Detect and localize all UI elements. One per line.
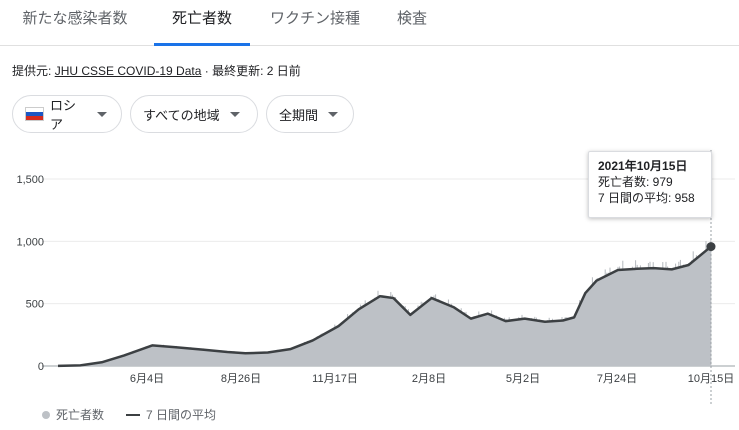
daily-deaths-area	[58, 246, 711, 366]
region-filter-dropdown[interactable]: すべての地域	[130, 95, 258, 133]
russia-flag-icon	[25, 107, 45, 121]
tab-label: 新たな感染者数	[22, 10, 128, 27]
period-filter-dropdown[interactable]: 全期間	[266, 95, 354, 133]
tab-label: 死亡者数	[171, 10, 232, 27]
chevron-down-icon	[97, 111, 107, 117]
x-tick-label: 6月4日	[130, 373, 164, 385]
active-tab-indicator	[154, 43, 250, 46]
tab-new-cases[interactable]: 新たな感染者数	[0, 0, 150, 45]
x-tick-label: 7月24日	[597, 373, 637, 385]
x-tick-label: 5月2日	[506, 373, 540, 385]
tab-bar: 新たな感染者数 死亡者数 ワクチン接種 検査	[0, 0, 739, 46]
period-filter-label: 全期間	[279, 107, 319, 123]
tooltip-average: 7 日間の平均: 958	[598, 191, 695, 205]
last-updated: · 最終更新: 2 日前	[204, 64, 301, 78]
y-tick-label: 500	[26, 299, 44, 311]
x-tick-label: 2月8日	[412, 373, 446, 385]
source-link[interactable]: JHU CSSE COVID-19 Data	[54, 64, 202, 78]
seven-day-average-line	[57, 245, 712, 368]
chart-legend: 死亡者数 7 日間の平均	[42, 406, 216, 423]
deaths-chart[interactable]: 0 500 1,000 1,500 6月4日 8月26日 11月17日 2月8日 5月2日 7月…	[0, 150, 739, 405]
legend-daily-label: 死亡者数	[56, 408, 105, 422]
country-filter-label: ロシア	[50, 98, 77, 132]
x-tick-label: 10月15日	[688, 373, 734, 385]
tooltip-date: 2021年10月15日	[598, 159, 688, 173]
y-tick-label: 0	[38, 361, 44, 373]
legend-line-icon	[126, 413, 141, 416]
legend-dot-icon	[42, 410, 50, 419]
tooltip-deaths: 死亡者数: 979	[598, 175, 673, 189]
tab-label: 検査	[396, 10, 427, 27]
x-tick-label: 11月17日	[312, 373, 358, 385]
tab-label: ワクチン接種	[269, 10, 360, 27]
y-tick-label: 1,500	[16, 174, 44, 186]
source-prefix: 提供元:	[12, 64, 52, 78]
highlight-point[interactable]	[706, 242, 716, 252]
tab-testing[interactable]: 検査	[383, 0, 441, 45]
x-tick-label: 8月26日	[221, 373, 261, 385]
y-tick-label: 1,000	[16, 236, 44, 248]
chevron-down-icon	[328, 111, 339, 117]
source-attribution: 提供元: JHU CSSE COVID-19 Data · 最終更新: 2 日前	[12, 62, 301, 79]
country-filter-dropdown[interactable]: ロシア	[12, 95, 122, 133]
chevron-down-icon	[229, 111, 240, 117]
y-axis-labels: 0 500 1,000 1,500	[16, 174, 44, 373]
tab-deaths[interactable]: 死亡者数	[154, 0, 250, 46]
legend-average-label: 7 日間の平均	[146, 408, 217, 422]
region-filter-label: すべての地域	[143, 107, 220, 123]
x-axis-labels: 6月4日 8月26日 11月17日 2月8日 5月2日 7月24日 10月15日	[130, 373, 734, 385]
tab-vaccinations[interactable]: ワクチン接種	[262, 0, 368, 45]
chart-tooltip: 2021年10月15日 死亡者数: 979 7 日間の平均: 958	[588, 151, 712, 218]
